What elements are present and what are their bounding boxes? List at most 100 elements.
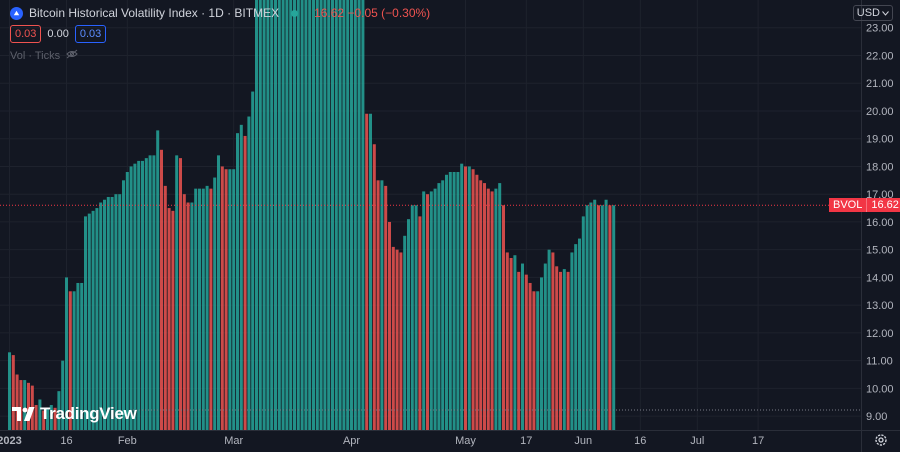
bar[interactable] [410, 205, 414, 430]
bar[interactable] [422, 191, 426, 430]
bar[interactable] [91, 210, 95, 430]
bar[interactable] [186, 202, 190, 430]
bar[interactable] [517, 271, 521, 430]
bar[interactable] [608, 205, 612, 430]
bar[interactable] [220, 166, 224, 430]
bar[interactable] [604, 199, 608, 430]
bar[interactable] [133, 163, 137, 430]
bar[interactable] [380, 180, 384, 430]
bar[interactable] [559, 271, 562, 430]
bar[interactable] [308, 0, 312, 430]
bar[interactable] [334, 0, 338, 430]
bar[interactable] [293, 0, 296, 430]
bar[interactable] [407, 219, 410, 430]
bar[interactable] [403, 235, 407, 430]
bar[interactable] [258, 0, 262, 430]
bar[interactable] [570, 252, 574, 430]
bar[interactable] [532, 291, 536, 430]
bar[interactable] [236, 133, 239, 430]
bar[interactable] [353, 0, 357, 430]
bar[interactable] [505, 252, 509, 430]
bar[interactable] [585, 205, 589, 430]
bar[interactable] [281, 0, 285, 430]
bar[interactable] [578, 238, 581, 430]
bar[interactable] [129, 166, 133, 430]
hide-eye-icon[interactable] [66, 49, 78, 62]
bar[interactable] [266, 0, 270, 430]
bar[interactable] [251, 91, 255, 430]
bar[interactable] [509, 258, 513, 430]
bar[interactable] [589, 202, 593, 430]
bar[interactable] [315, 0, 319, 430]
bar[interactable] [262, 0, 266, 430]
bar[interactable] [502, 205, 505, 430]
bar[interactable] [486, 188, 490, 430]
bar[interactable] [494, 188, 498, 430]
bar[interactable] [562, 269, 566, 430]
bar[interactable] [597, 205, 600, 430]
bar[interactable] [68, 291, 72, 430]
bar[interactable] [27, 382, 30, 430]
bar[interactable] [372, 144, 376, 430]
bar[interactable] [34, 405, 38, 430]
tradingview-logo[interactable]: TradingView [12, 404, 137, 424]
bar[interactable] [513, 255, 517, 430]
bar[interactable] [521, 263, 524, 430]
bar[interactable] [426, 194, 429, 430]
gear-icon[interactable] [874, 433, 888, 447]
bar[interactable] [255, 0, 258, 430]
bar[interactable] [8, 352, 11, 430]
bar[interactable] [224, 169, 228, 430]
bar[interactable] [103, 199, 106, 430]
bar[interactable] [346, 0, 350, 430]
bar[interactable] [429, 191, 433, 430]
bar[interactable] [448, 172, 452, 430]
bar[interactable] [327, 0, 331, 430]
bar[interactable] [456, 172, 460, 430]
bar[interactable] [460, 163, 464, 430]
bar[interactable] [118, 194, 122, 430]
bar[interactable] [53, 407, 57, 430]
bar[interactable] [357, 0, 361, 430]
bar[interactable] [350, 0, 353, 430]
bar[interactable] [247, 116, 251, 430]
bar[interactable] [600, 205, 604, 430]
bar[interactable] [114, 194, 118, 430]
bar[interactable] [536, 291, 540, 430]
currency-selector[interactable]: USD [852, 5, 893, 21]
bar[interactable] [471, 169, 475, 430]
bar[interactable] [475, 174, 479, 430]
bar[interactable] [437, 183, 441, 430]
bar[interactable] [566, 271, 570, 430]
bar[interactable] [167, 208, 171, 430]
bar[interactable] [232, 169, 236, 430]
bar[interactable] [87, 213, 91, 430]
bar[interactable] [239, 124, 243, 430]
bar[interactable] [612, 205, 616, 430]
bar[interactable] [323, 0, 327, 430]
bar[interactable] [125, 172, 129, 430]
bar[interactable] [464, 166, 467, 430]
bar[interactable] [99, 202, 103, 430]
bar[interactable] [498, 183, 502, 430]
bar[interactable] [19, 380, 23, 430]
bar[interactable] [274, 0, 277, 430]
bar[interactable] [209, 188, 213, 430]
bar[interactable] [148, 155, 152, 430]
bar[interactable] [156, 130, 160, 430]
bar[interactable] [72, 291, 76, 430]
bar[interactable] [198, 188, 201, 430]
bar[interactable] [46, 407, 49, 430]
bar[interactable] [217, 155, 220, 430]
bar[interactable] [23, 380, 27, 430]
bar[interactable] [365, 113, 369, 430]
bar[interactable] [65, 277, 68, 430]
bar[interactable] [551, 252, 555, 430]
bar[interactable] [399, 252, 403, 430]
bar[interactable] [304, 0, 308, 430]
bar[interactable] [160, 149, 163, 430]
bar[interactable] [243, 135, 247, 430]
bar[interactable] [388, 221, 391, 430]
bar[interactable] [57, 391, 61, 430]
bar[interactable] [543, 263, 547, 430]
